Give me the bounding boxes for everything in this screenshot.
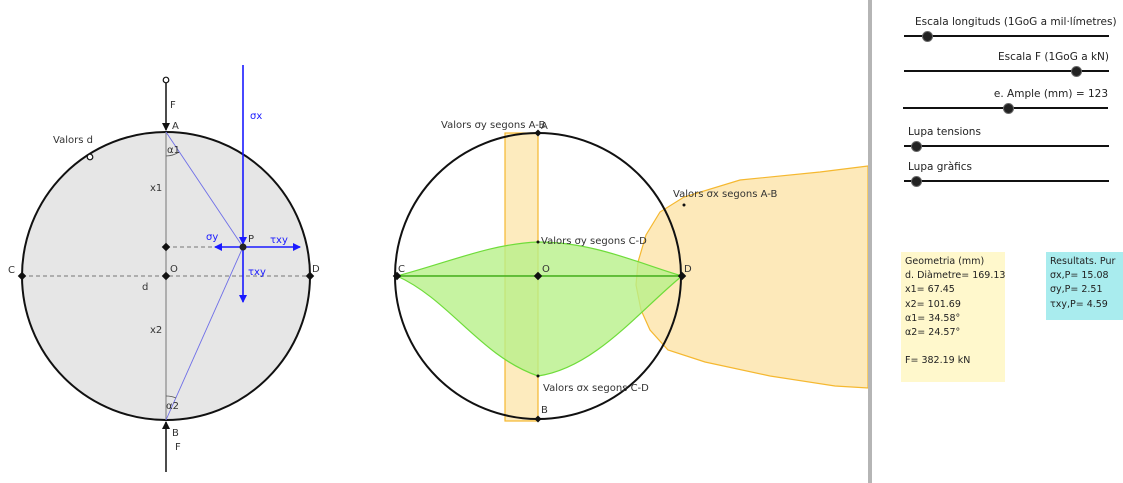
slider-label: Escala longituds (1GoG a mil·límetres) — [915, 16, 1117, 28]
label-alpha2: α2 — [166, 401, 179, 412]
sigma-x-cd-region — [396, 275, 684, 377]
label-b-mid: B — [541, 405, 548, 416]
middle-disk-diagram: A B C D O Valors σy segons A-B Valors σx… — [392, 120, 869, 423]
label-f-top: F — [170, 100, 176, 111]
label-tau-xy-h: τxy — [270, 235, 288, 246]
panel-divider[interactable] — [868, 0, 872, 483]
geometry-diameter: d. Diàmetre= 169.13 — [905, 270, 1006, 282]
slider-lupa-grafics[interactable]: Lupa gràfics — [904, 161, 1109, 187]
label-b-left: B — [172, 428, 179, 439]
geometry-x2: x2= 101.69 — [905, 298, 961, 310]
label-valors-sy-cd: Valors σy segons C-D — [541, 236, 647, 247]
force-handle-point[interactable] — [162, 76, 170, 84]
line-a-p — [165, 131, 244, 248]
point-sx-cd — [536, 374, 540, 378]
label-o-mid: O — [542, 264, 550, 275]
point-d-mid[interactable] — [677, 271, 687, 281]
slider-track[interactable] — [904, 70, 1109, 72]
label-d-mid: D — [684, 264, 692, 275]
label-x1: x1 — [150, 183, 162, 194]
label-a-left: A — [172, 121, 179, 132]
label-sigma-y: σy — [206, 232, 218, 243]
slider-knob[interactable] — [911, 176, 923, 187]
geometry-info-box: Geometria (mm) d. Diàmetre= 169.13 x1= 6… — [901, 252, 1005, 382]
left-disk-diagram: F F A B C D O x1 x2 d α1 α2 Valors d P σ… — [8, 65, 320, 472]
results-sigma-y: σy,P= 2.51 — [1050, 284, 1103, 296]
slider-label: e. Ample (mm) = 123 — [993, 88, 1108, 100]
slider-escala-longituds[interactable]: Escala longituds (1GoG a mil·límetres) — [904, 16, 1117, 42]
point-axis-p-projection[interactable] — [161, 242, 171, 252]
valors-d-point[interactable] — [86, 153, 94, 161]
slider-knob[interactable] — [1071, 66, 1083, 77]
label-c-mid: C — [398, 264, 405, 275]
label-f-bottom: F — [175, 442, 181, 453]
label-a-mid: A — [541, 121, 548, 132]
point-center-o[interactable] — [161, 271, 171, 281]
point-d-left[interactable] — [305, 271, 315, 281]
label-valors-sy-ab: Valors σy segons A-B — [441, 120, 545, 131]
label-o-left: O — [170, 264, 178, 275]
label-valors-d: Valors d — [53, 135, 93, 146]
slider-lupa-tensions[interactable]: Lupa tensions — [904, 126, 1109, 152]
slider-label: Escala F (1GoG a kN) — [998, 51, 1109, 63]
label-c-left: C — [8, 265, 15, 276]
point-b-mid[interactable] — [534, 415, 542, 423]
slider-knob[interactable] — [1002, 103, 1014, 114]
results-title: Resultats. Pur — [1050, 256, 1116, 267]
geometry-alpha2: α2= 24.57° — [905, 327, 961, 339]
results-tau-xy: τxy,P= 4.59 — [1050, 298, 1108, 310]
slider-track[interactable] — [904, 145, 1109, 147]
line-b-p — [165, 246, 244, 421]
label-alpha1: α1 — [167, 145, 180, 156]
label-d: d — [142, 282, 148, 293]
geometry-force: F= 382.19 kN — [905, 355, 971, 367]
label-valors-sx-ab: Valors σx segons A-B — [673, 189, 777, 200]
slider-track[interactable] — [904, 180, 1109, 182]
label-sigma-x: σx — [250, 111, 262, 122]
slider-label: Lupa tensions — [908, 126, 981, 138]
point-a-mid[interactable] — [534, 129, 542, 137]
slider-track[interactable] — [904, 35, 1109, 37]
slider-escala-f[interactable]: Escala F (1GoG a kN) — [904, 51, 1109, 77]
slider-label: Lupa gràfics — [908, 161, 973, 173]
label-d-left: D — [312, 264, 320, 275]
point-p[interactable] — [239, 243, 247, 251]
point-sx-ab — [682, 203, 686, 207]
angle-arc-alpha2 — [165, 395, 177, 399]
slider-knob[interactable] — [911, 141, 923, 152]
geometry-alpha1: α1= 34.58° — [905, 312, 961, 324]
point-c-left[interactable] — [17, 271, 27, 281]
point-o-mid[interactable] — [533, 271, 543, 281]
label-valors-sx-cd: Valors σx segons C-D — [543, 383, 649, 394]
point-sy-cd — [536, 240, 540, 244]
slider-ample[interactable]: e. Ample (mm) = 123 — [903, 88, 1108, 114]
label-tau-xy-v: τxy — [248, 267, 266, 278]
results-info-box: Resultats. Pur σx,P= 15.08 σy,P= 2.51 τx… — [1046, 252, 1123, 320]
label-x2: x2 — [150, 325, 162, 336]
geometry-title: Geometria (mm) — [905, 256, 985, 267]
angle-arc-alpha1 — [165, 151, 180, 157]
results-sigma-x: σx,P= 15.08 — [1050, 270, 1109, 282]
label-p: P — [248, 234, 254, 245]
point-c-mid[interactable] — [392, 271, 402, 281]
geometry-x1: x1= 67.45 — [905, 284, 955, 296]
slider-knob[interactable] — [921, 31, 933, 42]
